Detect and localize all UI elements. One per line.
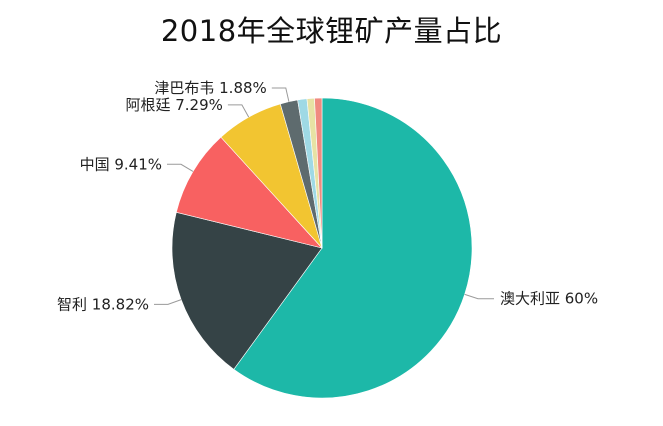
pie-slice-8 [314,97,323,249]
pie-labels: 澳大利亚 60% 智利 18.82% 中国 9.41% 阿根廷 7.29%津巴布韦 1… [57,79,598,313]
slice-label-4: 阿根廷 7.29% [125,96,222,114]
chart-title: 2018年全球锂矿产量占比 [160,14,503,48]
leader-line-5 [271,87,290,102]
pie-slice-1 [233,97,473,399]
slice-label-2: 智利 18.82% [57,295,149,313]
slice-label-1: 澳大利亚 60% [500,290,598,308]
leader-line-3 [167,163,194,172]
slice-label-3: 中国 9.41% [80,155,162,173]
leader-line-2 [154,299,182,305]
pie-slices [171,97,473,399]
leader-line-4 [227,104,250,118]
pie-slice-3 [175,136,323,249]
slice-label-5: 津巴布韦 1.88% [154,79,266,97]
leader-line-1 [464,293,494,300]
